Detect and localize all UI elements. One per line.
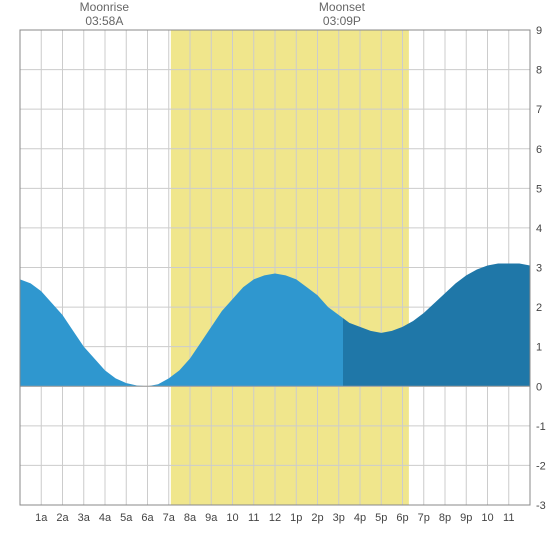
- tide-chart: Moonrise 03:58A Moonset 03:09P -3-2-1012…: [0, 0, 550, 550]
- x-tick-label: 1p: [290, 512, 302, 524]
- x-tick-label: 11: [248, 512, 259, 524]
- y-tick-label: 0: [536, 381, 542, 393]
- y-tick-label: 8: [536, 65, 542, 77]
- y-tick-label: 4: [536, 223, 542, 235]
- x-tick-label: 7a: [163, 512, 176, 524]
- x-tick-label: 2p: [311, 512, 323, 524]
- y-tick-label: 1: [536, 342, 542, 354]
- x-tick-label: 10: [481, 512, 493, 524]
- moonset-label: Moonset: [319, 0, 365, 14]
- y-tick-label: 2: [536, 302, 542, 314]
- y-tick-label: -3: [536, 500, 546, 512]
- x-tick-label: 5p: [375, 512, 387, 524]
- y-tick-label: 3: [536, 263, 542, 275]
- x-tick-label: 10: [226, 512, 238, 524]
- chart-svg: -3-2-101234567891a2a3a4a5a6a7a8a9a101112…: [0, 0, 550, 550]
- x-tick-label: 8a: [184, 512, 197, 524]
- moonrise-annotation: Moonrise 03:58A: [74, 0, 134, 29]
- x-tick-label: 8p: [439, 512, 451, 524]
- x-tick-label: 3p: [333, 512, 345, 524]
- y-tick-label: 5: [536, 183, 542, 195]
- x-tick-label: 9a: [205, 512, 218, 524]
- y-tick-label: 7: [536, 104, 542, 116]
- x-tick-label: 7p: [418, 512, 430, 524]
- moonset-time: 03:09P: [312, 14, 372, 28]
- y-tick-label: 9: [536, 25, 542, 37]
- moonrise-label: Moonrise: [80, 0, 129, 14]
- moonrise-time: 03:58A: [74, 14, 134, 28]
- x-tick-label: 4p: [354, 512, 366, 524]
- x-tick-label: 9p: [460, 512, 472, 524]
- y-tick-label: 6: [536, 144, 542, 156]
- x-tick-label: 3a: [78, 512, 91, 524]
- x-tick-label: 12: [269, 512, 281, 524]
- x-tick-label: 2a: [56, 512, 69, 524]
- y-tick-label: -1: [536, 421, 546, 433]
- moonset-annotation: Moonset 03:09P: [312, 0, 372, 29]
- x-tick-label: 5a: [120, 512, 133, 524]
- y-tick-label: -2: [536, 460, 546, 472]
- x-tick-label: 11: [503, 512, 514, 524]
- x-tick-label: 1a: [35, 512, 48, 524]
- x-tick-label: 4a: [99, 512, 112, 524]
- x-tick-label: 6a: [141, 512, 154, 524]
- x-tick-label: 6p: [396, 512, 408, 524]
